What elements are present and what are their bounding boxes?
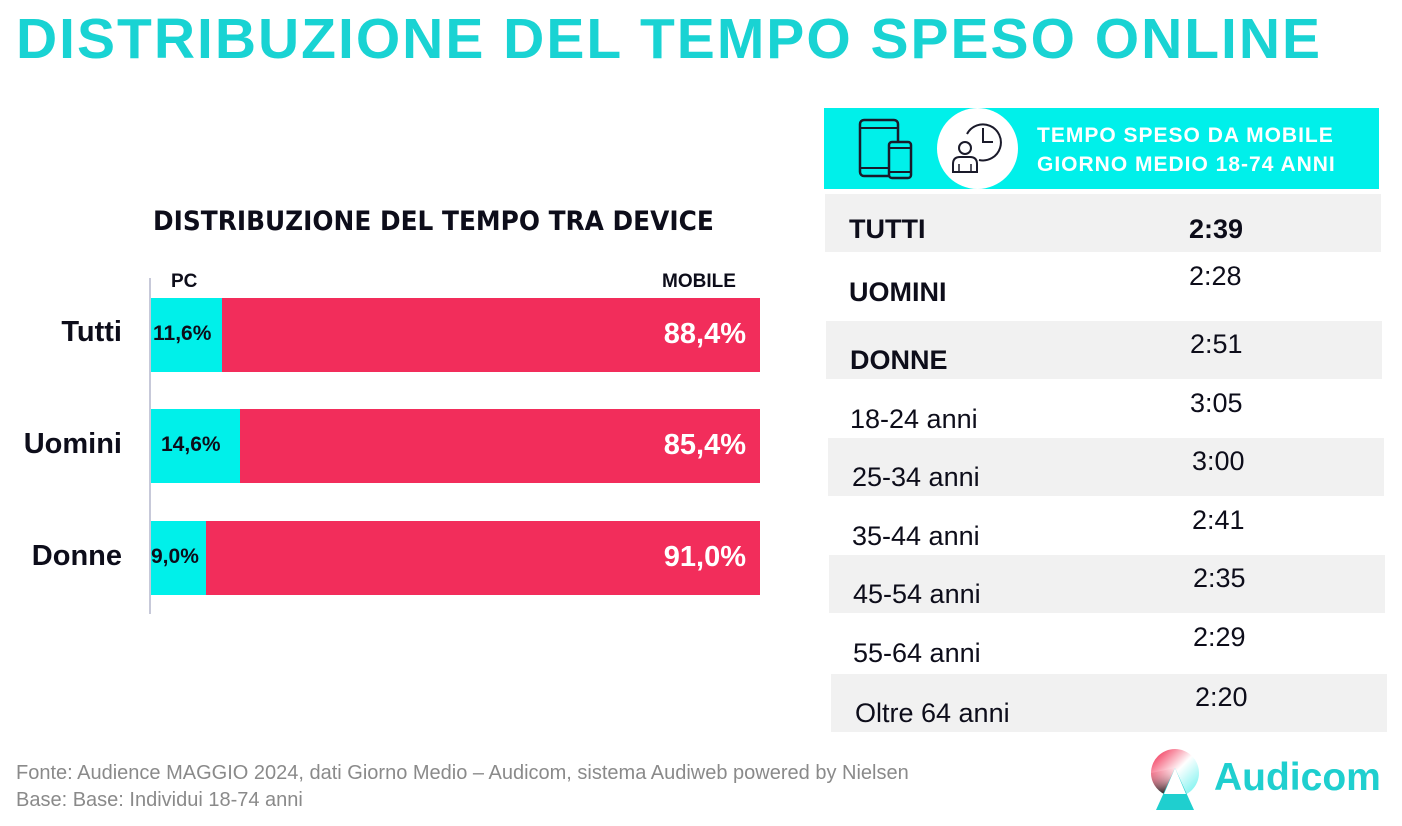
table-row: DONNE 2:51 <box>826 321 1382 379</box>
panel-header: TEMPO SPESO DA MOBILE GIORNO MEDIO 18-74… <box>824 108 1379 189</box>
chart-axis <box>149 278 151 614</box>
bar-pc <box>151 521 206 595</box>
data-label-mobile: 85,4% <box>663 429 746 461</box>
row-label: 55-64 anni <box>853 638 981 668</box>
data-label-pc: 11,6% <box>153 322 212 345</box>
table-row: TUTTI 2:39 <box>825 194 1381 252</box>
table-row: 35-44 anni 2:41 <box>828 497 1384 555</box>
row-value: 2:28 <box>1189 261 1242 291</box>
data-label-mobile: 88,4% <box>663 318 746 350</box>
row-label: 18-24 anni <box>850 404 978 434</box>
bar-row: 9,0% 91,0% <box>151 521 760 595</box>
table-row: 55-64 anni 2:29 <box>829 614 1385 672</box>
table-row: Oltre 64 anni 2:20 <box>831 674 1387 732</box>
bar-mobile <box>240 409 760 483</box>
row-value: 2:39 <box>1189 214 1244 244</box>
category-label: Tutti <box>61 316 122 348</box>
row-value: 3:00 <box>1192 446 1245 476</box>
table-row: 45-54 anni 2:35 <box>829 555 1385 613</box>
row-label: 35-44 anni <box>852 521 980 551</box>
table-row: 25-34 anni 3:00 <box>828 438 1384 496</box>
row-value: 3:05 <box>1190 388 1243 418</box>
user-clock-icon-bg <box>937 108 1018 189</box>
bar-mobile <box>222 298 760 372</box>
row-value: 2:29 <box>1193 622 1246 652</box>
audicom-logo-text: Audicom <box>1214 756 1381 799</box>
data-label-mobile: 91,0% <box>663 541 746 573</box>
chart-title: DISTRIBUZIONE DEL TEMPO TRA DEVICE <box>153 206 714 237</box>
row-label: DONNE <box>850 345 948 375</box>
table-row: 18-24 anni 3:05 <box>826 380 1382 438</box>
data-label-pc: 9,0% <box>151 545 199 568</box>
panel-title-line2: GIORNO MEDIO 18-74 ANNI <box>1037 153 1336 176</box>
panel-title-line1: TEMPO SPESO DA MOBILE <box>1037 124 1334 147</box>
category-label: Uomini <box>23 428 122 460</box>
bar-row: 14,6% 85,4% <box>151 409 760 483</box>
footer-base: Base: Base: Individui 18-74 anni <box>16 789 303 811</box>
bar-mobile <box>206 521 760 595</box>
row-label: TUTTI <box>849 214 926 244</box>
bar-pc <box>151 298 222 372</box>
row-label: 25-34 anni <box>852 462 980 492</box>
data-label-pc: 14,6% <box>161 433 221 456</box>
bar-row: 11,6% 88,4% <box>151 298 760 372</box>
row-value: 2:51 <box>1190 329 1243 359</box>
legend-mobile: MOBILE <box>662 271 736 292</box>
row-value: 2:41 <box>1192 505 1245 535</box>
page-title: DISTRIBUZIONE DEL TEMPO SPESO ONLINE <box>16 7 1323 71</box>
legend-pc: PC <box>171 271 198 292</box>
bar-pc <box>151 409 240 483</box>
table-row: UOMINI 2:28 <box>825 253 1381 311</box>
row-value: 2:20 <box>1195 682 1248 712</box>
audicom-logo: Audicom <box>1150 748 1400 816</box>
footer-source: Fonte: Audience MAGGIO 2024, dati Giorno… <box>16 762 909 784</box>
row-label: Oltre 64 anni <box>855 698 1010 728</box>
row-label: UOMINI <box>849 277 947 307</box>
user-clock-icon <box>952 123 1002 173</box>
audicom-logo-icon <box>1151 749 1199 810</box>
row-label: 45-54 anni <box>853 579 981 609</box>
devices-icon <box>858 118 913 180</box>
category-label: Donne <box>31 540 122 572</box>
row-value: 2:35 <box>1193 563 1246 593</box>
